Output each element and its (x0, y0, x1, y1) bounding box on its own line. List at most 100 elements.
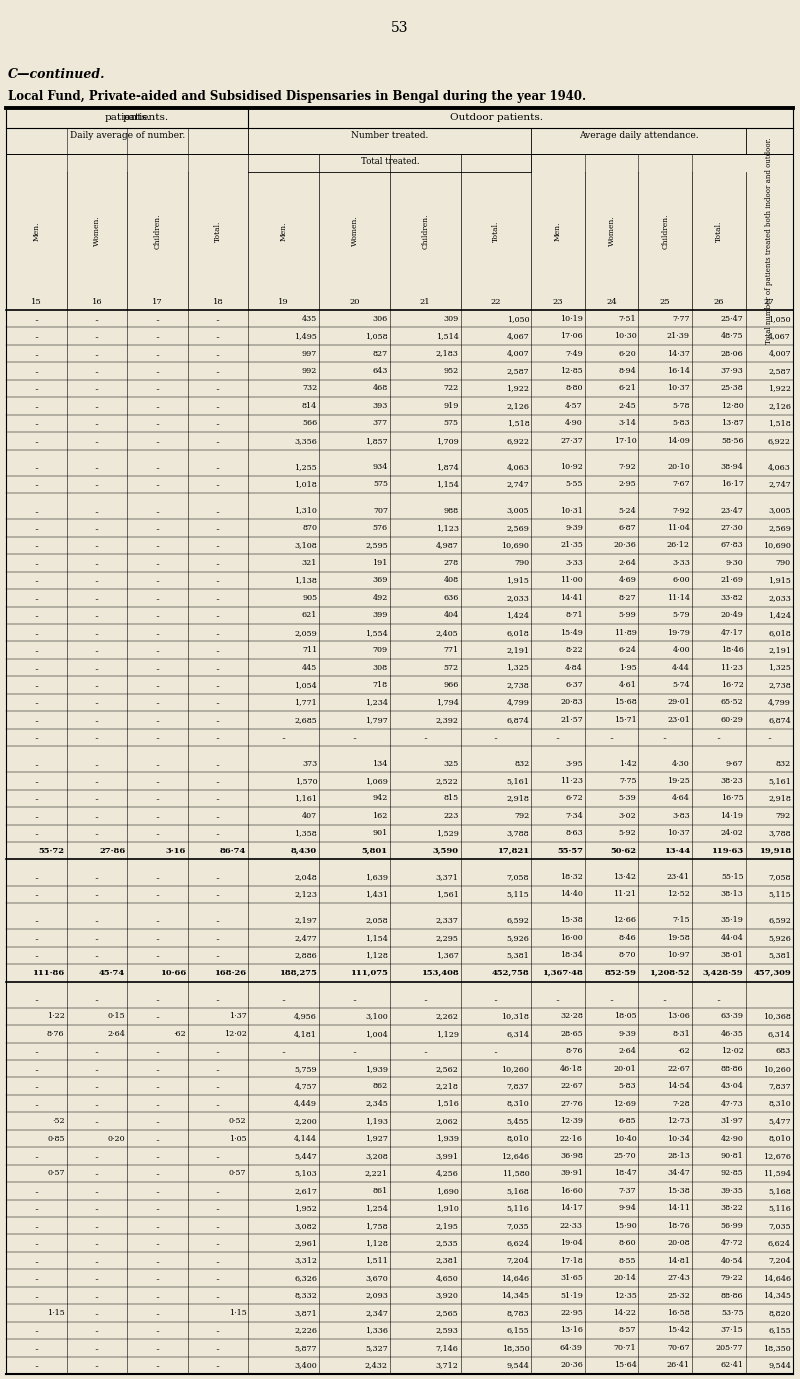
Text: 2,587: 2,587 (506, 367, 530, 375)
Text: 1,050: 1,050 (506, 314, 530, 323)
Text: ..: .. (34, 594, 39, 601)
Text: 16·58: 16·58 (667, 1309, 690, 1317)
Text: 18·05: 18·05 (614, 1012, 637, 1020)
Text: 393: 393 (373, 401, 388, 410)
Text: 10,260: 10,260 (502, 1065, 530, 1073)
Text: 39·35: 39·35 (721, 1187, 743, 1194)
Text: ..: .. (155, 1117, 160, 1125)
Text: 92·85: 92·85 (721, 1169, 743, 1178)
Text: 0·57: 0·57 (47, 1169, 65, 1178)
Text: 15·90: 15·90 (614, 1222, 637, 1230)
Text: 8·76: 8·76 (47, 1030, 65, 1038)
Text: 4,181: 4,181 (294, 1030, 317, 1038)
Text: 34·47: 34·47 (667, 1169, 690, 1178)
Text: 575: 575 (373, 480, 388, 488)
Text: 771: 771 (443, 647, 458, 654)
Text: 492: 492 (373, 594, 388, 601)
Text: ..: .. (216, 891, 221, 898)
Text: ..: .. (216, 1327, 221, 1335)
Text: 1,639: 1,639 (365, 873, 388, 881)
Text: ..: .. (216, 367, 221, 375)
Text: ..: .. (34, 385, 39, 393)
Text: 15·38: 15·38 (667, 1187, 690, 1194)
Text: 1,758: 1,758 (366, 1222, 388, 1230)
Text: 2,059: 2,059 (294, 629, 317, 637)
Text: 1,424: 1,424 (768, 611, 791, 619)
Text: ..: .. (216, 1361, 221, 1369)
Text: 40·54: 40·54 (721, 1256, 743, 1265)
Text: ..: .. (155, 1047, 160, 1055)
Text: 14·17: 14·17 (560, 1204, 583, 1212)
Text: 2,961: 2,961 (294, 1240, 317, 1247)
Text: Men.: Men. (554, 221, 562, 241)
Text: 4,956: 4,956 (294, 1012, 317, 1020)
Text: 67·83: 67·83 (721, 542, 743, 549)
Text: ..: .. (216, 437, 221, 445)
Text: 5,926: 5,926 (506, 934, 530, 942)
Text: 4,067: 4,067 (768, 332, 791, 341)
Text: ..: .. (716, 996, 722, 1003)
Text: 1,234: 1,234 (365, 698, 388, 706)
Text: ..: .. (216, 1240, 221, 1247)
Text: 2,587: 2,587 (768, 367, 791, 375)
Text: ..: .. (94, 437, 99, 445)
Text: 35·19: 35·19 (721, 917, 743, 924)
Text: 1,154: 1,154 (436, 480, 458, 488)
Text: 2,126: 2,126 (506, 401, 530, 410)
Text: 20·83: 20·83 (560, 698, 583, 706)
Text: 6·85: 6·85 (619, 1117, 637, 1125)
Text: 5,926: 5,926 (768, 934, 791, 942)
Text: 790: 790 (514, 558, 530, 567)
Text: ..: .. (422, 734, 428, 742)
Text: 2,569: 2,569 (768, 524, 791, 532)
Text: ..: .. (155, 611, 160, 619)
Text: ..: .. (94, 463, 99, 472)
Text: 6,592: 6,592 (768, 917, 791, 924)
Text: 7,837: 7,837 (768, 1083, 791, 1091)
Text: 13·42: 13·42 (614, 873, 637, 881)
Text: 4,063: 4,063 (768, 463, 791, 472)
Text: 22·67: 22·67 (667, 1065, 690, 1073)
Text: 5·39: 5·39 (618, 794, 637, 803)
Text: 576: 576 (373, 524, 388, 532)
Text: ..: .. (34, 1065, 39, 1073)
Text: ..: .. (155, 463, 160, 472)
Text: 399: 399 (373, 611, 388, 619)
Text: 6,874: 6,874 (768, 716, 791, 724)
Text: ..: .. (216, 1187, 221, 1194)
Text: 1,518: 1,518 (506, 419, 530, 427)
Text: 1,690: 1,690 (436, 1187, 458, 1194)
Text: 7·77: 7·77 (673, 314, 690, 323)
Text: ..: .. (34, 542, 39, 549)
Text: 12·66: 12·66 (614, 917, 637, 924)
Text: 8·22: 8·22 (565, 647, 583, 654)
Text: 445: 445 (302, 663, 317, 672)
Text: 191: 191 (373, 558, 388, 567)
Text: ..: .. (352, 734, 357, 742)
Text: 188,275: 188,275 (279, 969, 317, 976)
Text: ..: .. (34, 1361, 39, 1369)
Text: 468: 468 (373, 385, 388, 393)
Text: 1,138: 1,138 (294, 576, 317, 585)
Text: ..: .. (352, 996, 357, 1003)
Text: 2,048: 2,048 (294, 873, 317, 881)
Text: ..: .. (216, 576, 221, 585)
Text: 5·92: 5·92 (618, 829, 637, 837)
Text: 4·69: 4·69 (618, 576, 637, 585)
Text: ..: .. (94, 917, 99, 924)
Text: 3,788: 3,788 (768, 829, 791, 837)
Text: ..: .. (155, 663, 160, 672)
Text: ..: .. (216, 480, 221, 488)
Text: 1·37: 1·37 (229, 1012, 246, 1020)
Text: 11·23: 11·23 (721, 663, 743, 672)
Text: 992: 992 (302, 367, 317, 375)
Text: 6,624: 6,624 (506, 1240, 530, 1247)
Text: 90·81: 90·81 (721, 1151, 743, 1160)
Text: ..: .. (216, 716, 221, 724)
Text: 408: 408 (443, 576, 458, 585)
Text: ..: .. (155, 367, 160, 375)
Text: ..: .. (494, 996, 498, 1003)
Text: 407: 407 (302, 812, 317, 821)
Text: ..: .. (155, 506, 160, 514)
Text: 28·06: 28·06 (721, 350, 743, 357)
